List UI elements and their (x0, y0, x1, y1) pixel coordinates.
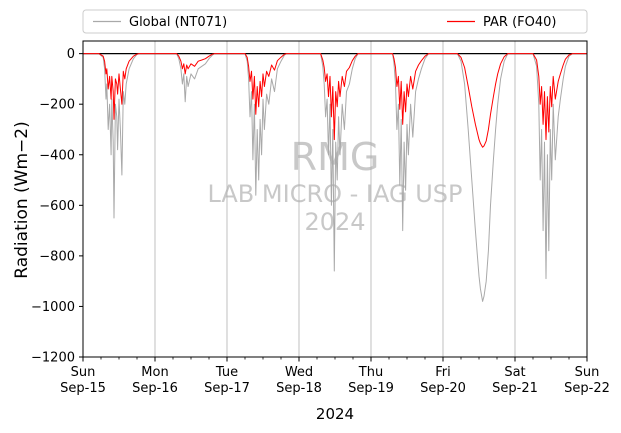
x-tick-day-5: Fri (435, 365, 451, 380)
x-tick-date-6: Sep-21 (492, 381, 538, 396)
x-tick-day-7: Sun (575, 365, 600, 380)
x-axis: SunSep-15MonSep-16TueSep-17WedSep-18ThuS… (60, 357, 610, 396)
y-tick-label-1: −200 (39, 98, 75, 113)
x-tick-day-6: Sat (504, 365, 525, 380)
x-axis-label: 2024 (316, 405, 354, 423)
y-tick-label-4: −800 (39, 249, 75, 264)
x-tick-day-0: Sun (71, 365, 96, 380)
vertical-grid (154, 41, 516, 357)
x-tick-date-5: Sep-20 (420, 381, 466, 396)
legend-label-par: PAR (FO40) (483, 15, 556, 30)
x-tick-day-4: Thu (358, 365, 383, 380)
y-tick-label-3: −600 (39, 199, 75, 214)
series-line-par (83, 53, 587, 148)
x-tick-date-4: Sep-19 (348, 381, 394, 396)
x-tick-date-1: Sep-16 (132, 381, 178, 396)
x-tick-date-2: Sep-17 (204, 381, 250, 396)
x-tick-date-7: Sep-22 (564, 381, 610, 396)
y-axis: 0 −200 −400 −600 −800 −1000 −1200 (31, 47, 83, 366)
x-tick-day-3: Wed (285, 365, 313, 380)
series-group (83, 53, 587, 302)
x-tick-day-2: Tue (215, 365, 238, 380)
y-tick-label-0: 0 (67, 47, 75, 62)
series-line-global (83, 53, 587, 302)
y-tick-label-6: −1200 (31, 351, 75, 366)
legend-label-global: Global (NT071) (129, 15, 227, 30)
y-axis-label: Radiation (Wm−2) (12, 121, 32, 278)
legend-box (82, 9, 588, 34)
x-tick-date-0: Sep-15 (60, 381, 106, 396)
y-tick-label-5: −1000 (31, 300, 75, 315)
y-tick-label-2: −400 (39, 148, 75, 163)
x-tick-date-3: Sep-18 (276, 381, 322, 396)
legend: Global (NT071) PAR (FO40) (82, 9, 588, 34)
x-tick-day-1: Mon (141, 365, 168, 380)
